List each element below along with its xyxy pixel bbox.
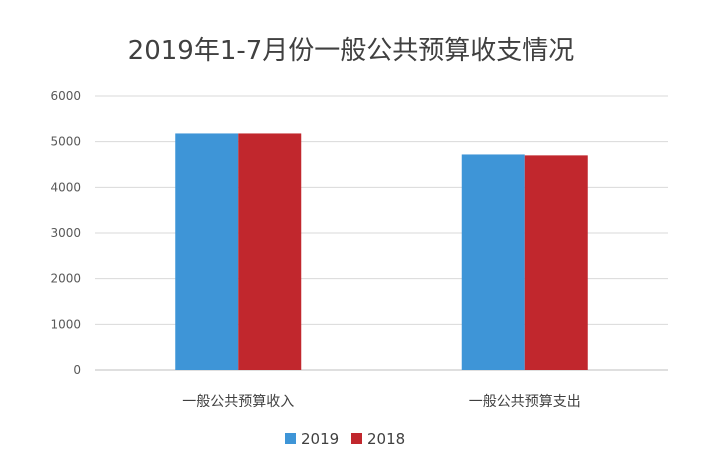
y-tick-label-0: 0	[73, 363, 81, 377]
y-tick-label-5000: 5000	[50, 135, 81, 149]
y-tick-label-4000: 4000	[50, 180, 81, 194]
legend-swatch-2018	[351, 433, 362, 444]
y-tick-label-2000: 2000	[50, 272, 81, 286]
bar-2018-0	[238, 133, 302, 370]
x-category-label-1: 一般公共预算支出	[469, 394, 581, 410]
bar-2018-1	[524, 155, 588, 370]
y-tick-label-3000: 3000	[50, 226, 81, 240]
chart-title: 2019年1-7月份一般公共预算收支情况	[127, 36, 575, 66]
bar-2019-0	[175, 133, 239, 370]
x-category-label-0: 一般公共预算收入	[182, 394, 294, 410]
legend-swatch-2019	[285, 433, 296, 444]
legend-label-2018: 2018	[367, 430, 405, 448]
bar-2019-1	[461, 154, 525, 370]
y-tick-label-1000: 1000	[50, 317, 81, 331]
legend-label-2019: 2019	[301, 430, 339, 448]
y-tick-label-6000: 6000	[50, 89, 81, 103]
